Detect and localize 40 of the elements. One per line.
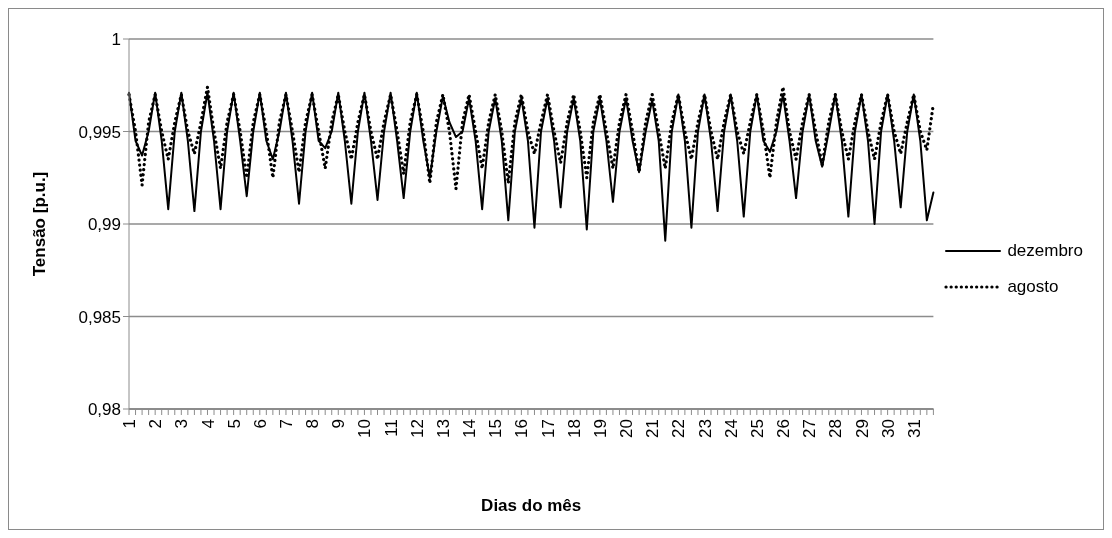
y-tick-label: 0,995 xyxy=(78,122,121,142)
x-tick-label: 21 xyxy=(643,419,663,438)
y-tick-label: 1 xyxy=(111,30,121,50)
x-tick-label: 25 xyxy=(747,419,767,438)
x-tick-label: 29 xyxy=(852,419,872,438)
x-tick-label: 9 xyxy=(329,419,349,429)
x-tick-label: 11 xyxy=(381,419,401,437)
x-tick-label: 15 xyxy=(486,419,506,438)
x-tick-label: 22 xyxy=(669,419,689,438)
y-tick-label: 0,985 xyxy=(78,307,121,327)
x-tick-label: 19 xyxy=(590,419,610,438)
x-tick-label: 10 xyxy=(355,419,375,438)
x-tick-label: 12 xyxy=(407,419,427,438)
x-tick-label: 14 xyxy=(460,419,480,438)
x-tick-label: 20 xyxy=(617,419,637,438)
x-tick-label: 30 xyxy=(878,419,898,438)
legend-label: agosto xyxy=(1007,277,1059,297)
x-tick-label: 16 xyxy=(512,419,532,438)
x-axis-title: Dias do mês xyxy=(481,496,582,515)
x-tick-label: 5 xyxy=(224,419,244,429)
x-tick-label: 27 xyxy=(800,419,820,438)
x-tick-label: 8 xyxy=(303,419,323,429)
legend-label: dezembro xyxy=(1007,241,1083,261)
x-tick-label: 2 xyxy=(146,419,166,429)
y-tick-label: 0,98 xyxy=(87,400,121,420)
x-tick-label: 23 xyxy=(695,419,715,438)
x-tick-label: 6 xyxy=(250,419,270,429)
x-tick-label: 18 xyxy=(564,419,584,438)
x-tick-label: 24 xyxy=(721,419,741,438)
x-tick-label: 31 xyxy=(904,419,924,438)
x-tick-label: 1 xyxy=(120,419,140,429)
x-tick-label: 7 xyxy=(277,419,297,429)
x-tick-label: 4 xyxy=(198,419,218,429)
x-tick-label: 3 xyxy=(172,419,192,429)
x-tick-label: 17 xyxy=(538,419,558,438)
y-tick-label: 0,99 xyxy=(87,215,121,235)
x-tick-label: 28 xyxy=(826,419,846,438)
x-tick-label: 26 xyxy=(774,419,794,438)
x-tick-label: 13 xyxy=(433,419,453,438)
y-axis-title: Tensão [p.u.] xyxy=(30,171,50,277)
